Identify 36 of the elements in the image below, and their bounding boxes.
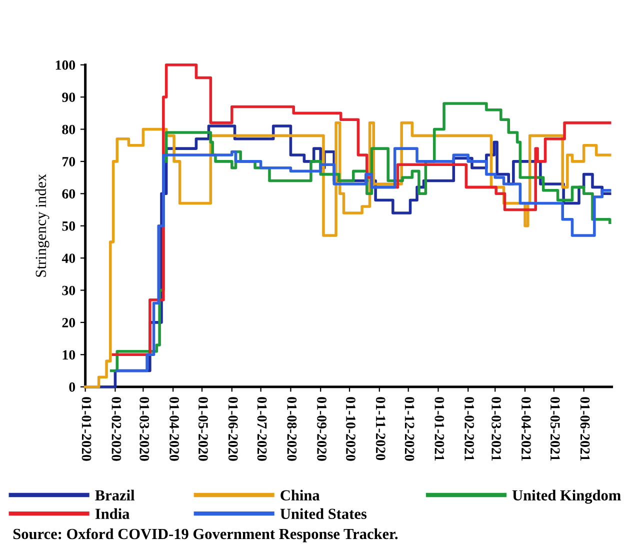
x-tick-label: 01-02-2020 <box>112 397 122 461</box>
legend-label: United Kingdom <box>512 490 621 504</box>
x-tick-label: 01-03-2021 <box>492 397 502 461</box>
y-tick-label: 30 <box>62 286 76 296</box>
y-tick-label: 70 <box>62 157 76 166</box>
x-tick-label: 01-04-2021 <box>522 397 531 461</box>
y-tick-label: 90 <box>62 92 76 102</box>
x-tick-label: 01-10-2020 <box>346 397 356 461</box>
y-axis-title: Stringency index <box>35 174 50 277</box>
legend-label: India <box>95 508 130 520</box>
legend-label: Brazil <box>95 490 135 500</box>
x-tick-label: 01-07-2020 <box>257 397 267 461</box>
legend-label: United States <box>280 508 367 520</box>
y-tick-label: 10 <box>62 350 76 360</box>
x-tick-label: 01-06-2021 <box>580 397 590 461</box>
x-tick-label: 01-05-2020 <box>198 397 208 461</box>
y-tick-label: 100 <box>56 60 76 70</box>
y-tick-label: 60 <box>62 189 76 199</box>
y-tick-label: 50 <box>62 221 76 231</box>
x-tick-label: 01-09-2020 <box>317 397 326 461</box>
x-tick-label: 01-08-2020 <box>287 397 297 461</box>
x-tick-label: 01-04-2020 <box>170 397 179 461</box>
legend-label: China <box>280 490 320 500</box>
x-tick-label: 01-02-2021 <box>464 397 474 461</box>
source-note: Source: Oxford COVID-19 Government Response Tracker. <box>13 528 398 542</box>
x-tick-label: 01-03-2020 <box>140 397 150 461</box>
y-tick-label: 80 <box>62 124 76 134</box>
x-tick-label: 01-11-2020 <box>376 397 386 460</box>
y-tick-label: 0 <box>69 382 76 392</box>
y-tick-label: 40 <box>62 254 76 263</box>
y-tick-label: 20 <box>62 318 76 328</box>
x-tick-label: 01-05-2021 <box>550 397 560 461</box>
x-tick-label: 01-06-2020 <box>228 397 238 461</box>
x-tick-label: 01-01-2020 <box>82 397 92 461</box>
x-tick-label: 01-12-2020 <box>404 397 414 461</box>
x-tick-label: 01-01-2021 <box>434 397 444 461</box>
